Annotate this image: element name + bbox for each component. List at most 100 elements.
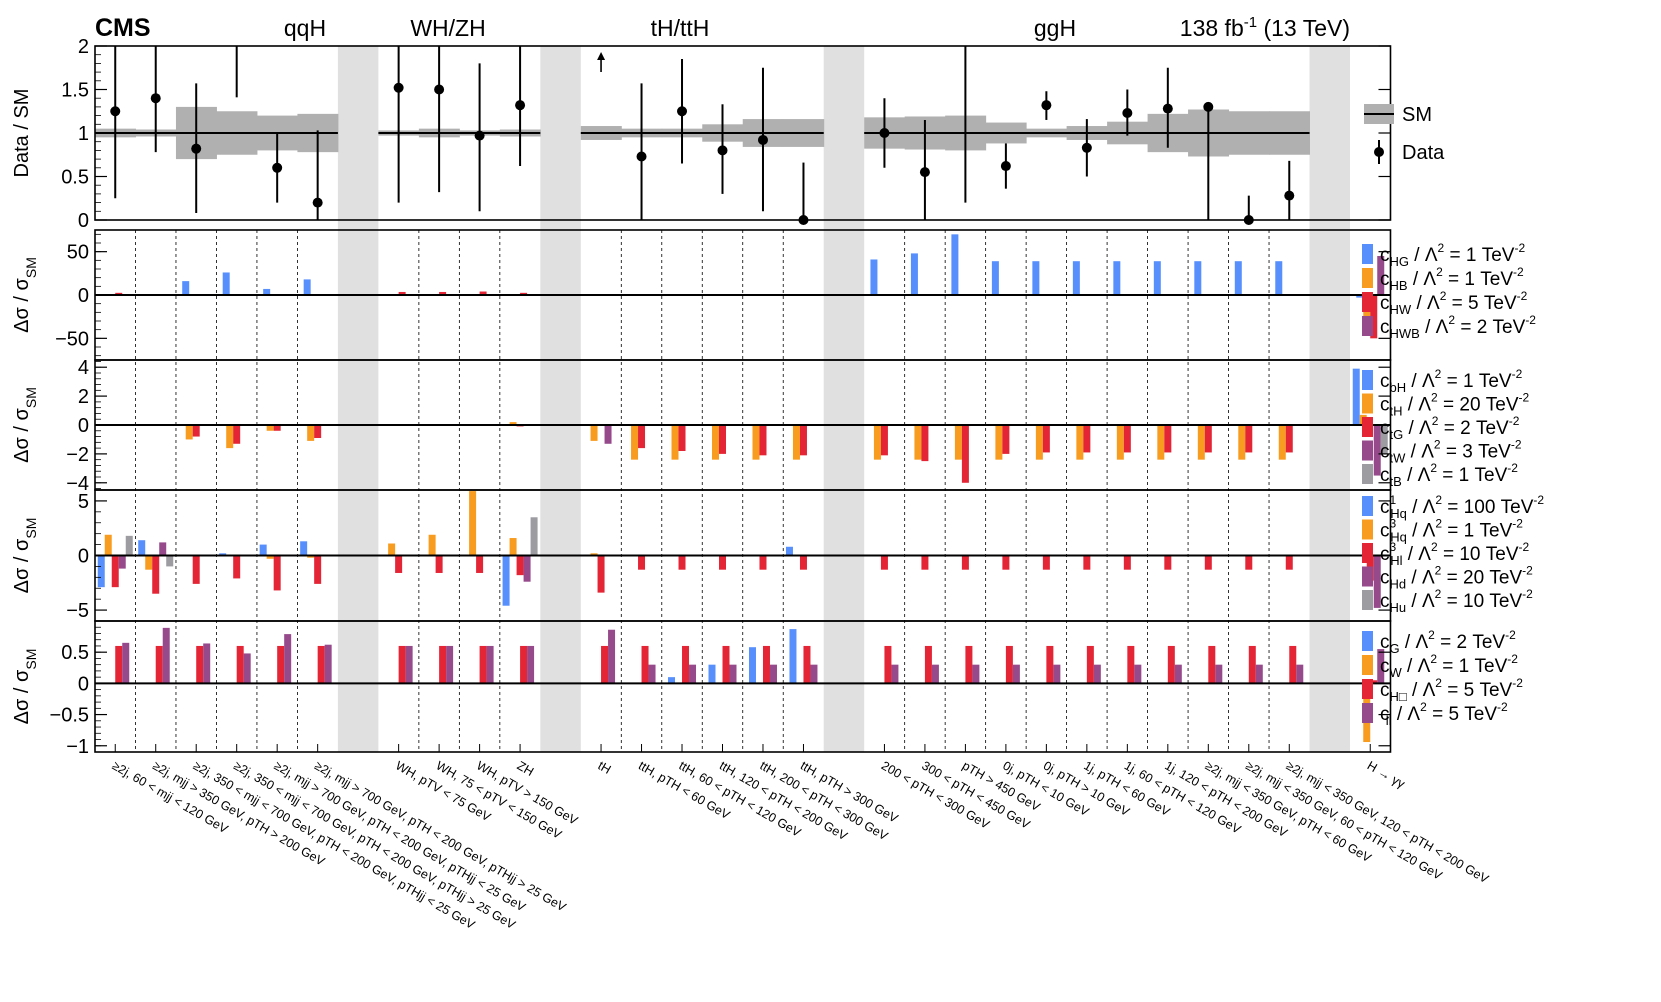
bar-p2-s2-bin-25 <box>1245 425 1253 453</box>
bar-p4-s2-bin-19 <box>1005 645 1013 684</box>
data-point-bin-20 <box>1041 100 1052 111</box>
bar-p4-s2-bin-13 <box>722 645 730 684</box>
legend-swatch-p2-s1 <box>1362 393 1373 414</box>
bar-p4-s2-bin-10 <box>601 645 609 684</box>
bar-p4-s0-bin-14 <box>748 647 756 684</box>
bar-p1-s0-bin-4 <box>263 288 271 295</box>
data-point-bin-9 <box>515 100 526 111</box>
ytick-label-p2-3: 2 <box>78 386 89 408</box>
bar-p4-s3-bin-8 <box>486 645 494 684</box>
bar-p2-s1-bin-2 <box>185 425 193 440</box>
legend-marker-data <box>1374 147 1384 157</box>
bar-p3-s2-bin-21 <box>1083 555 1091 570</box>
gap-column-2 <box>823 46 865 752</box>
bar-p3-s1-bin-10 <box>590 553 598 556</box>
bar-p4-s2-bin-27 <box>1370 680 1378 684</box>
ylabel-panel-1: Δσ / σSM <box>11 257 39 333</box>
legend-swatch-p2-s3 <box>1362 440 1373 461</box>
bar-p4-s2-bin-23 <box>1167 645 1175 684</box>
bar-p2-s2-bin-4 <box>273 425 281 431</box>
bar-p4-s2-bin-0 <box>115 645 123 684</box>
ytick-label-p0-2: 1 <box>78 123 89 145</box>
bar-p1-s0-bin-16 <box>870 259 878 295</box>
ylabel-panel-0: Data / SM <box>11 89 33 178</box>
bar-p4-s2-bin-1 <box>155 645 163 684</box>
bar-p2-s2-bin-26 <box>1285 425 1293 453</box>
bar-p4-s3-bin-23 <box>1174 664 1182 684</box>
legend-label-p4-s3: c' ll / Λ2 = 5 TeV-2 <box>1380 700 1508 728</box>
bar-p2-s2-bin-16 <box>880 425 888 456</box>
legend-swatch-p2-s4 <box>1362 464 1373 484</box>
bar-p4-s2-bin-4 <box>277 645 285 684</box>
bar-p3-s3-bin-0 <box>118 555 126 569</box>
bar-p1-s0-bin-19 <box>991 261 999 295</box>
bar-p1-s0-bin-18 <box>951 234 959 295</box>
bar-p4-s2-bin-24 <box>1208 645 1216 684</box>
bar-p3-s2-bin-2 <box>192 555 200 584</box>
bar-p3-s2-bin-17 <box>921 555 929 570</box>
bar-p2-s2-bin-18 <box>961 425 969 483</box>
legend-swatch-p3-s1 <box>1362 519 1373 540</box>
bar-p4-s3-bin-5 <box>324 644 332 684</box>
bar-p4-s3-bin-20 <box>1053 664 1061 684</box>
bar-p2-s1-bin-10 <box>590 425 598 441</box>
bar-p2-s2-bin-21 <box>1083 425 1091 453</box>
bar-p4-s2-bin-12 <box>682 645 690 684</box>
data-point-bin-4 <box>272 162 283 173</box>
ytick-label-p1-1: 0 <box>78 285 89 307</box>
bar-p1-s0-bin-27 <box>1356 295 1364 298</box>
legend-swatch-p1-s3 <box>1362 316 1373 336</box>
legend-label-p2-s3: ctW / Λ2 = 3 TeV-2 <box>1380 438 1522 466</box>
lumi-label: 138 fb-1 (13 TeV) <box>1180 14 1350 41</box>
bar-p2-s1-bin-13 <box>712 425 719 460</box>
bar-p2-s2-bin-5 <box>314 425 322 438</box>
bar-p2-s1-bin-17 <box>914 425 922 460</box>
bar-p4-s2-bin-18 <box>965 645 973 684</box>
data-point-bin-0 <box>110 106 121 117</box>
upward-arrow-head <box>597 52 606 60</box>
ytick-label-p4-2: 0 <box>78 673 89 695</box>
xtick-label-bin-9: ZH <box>515 758 536 778</box>
bar-p1-s0-bin-21 <box>1072 261 1080 295</box>
bar-p3-s2-bin-4 <box>273 555 281 591</box>
bar-p2-s1-bin-12 <box>671 425 679 460</box>
legend-label-p2-s2: ctG / Λ2 = 2 TeV-2 <box>1380 414 1520 442</box>
bar-p2-s2-bin-20 <box>1042 425 1050 453</box>
ytick-label-p0-3: 1.5 <box>61 80 89 102</box>
bar-p4-s2-bin-20 <box>1046 645 1054 684</box>
bar-p1-s2-bin-0 <box>115 292 123 295</box>
bar-p1-s0-bin-3 <box>222 272 230 295</box>
bar-p3-s0-bin-1 <box>138 540 146 556</box>
bar-p3-s3-bin-1 <box>159 542 167 556</box>
legend-label-p2-s0: cbH / Λ2 = 1 TeV-2 <box>1380 367 1523 395</box>
bar-p2-s2-bin-2 <box>192 425 200 437</box>
bar-p3-s2-bin-12 <box>678 555 686 570</box>
bar-p2-s4-bin-27 <box>1380 425 1388 454</box>
ylabel-panel-4: Δσ / σSM <box>11 649 39 725</box>
bar-p2-s2-bin-3 <box>233 425 241 444</box>
bar-p3-s1-bin-4 <box>266 555 274 559</box>
xtick-label-bin-10: tH <box>596 758 614 776</box>
legend-label-p2-s4: ctB / Λ2 = 1 TeV-2 <box>1380 461 1518 489</box>
bar-p4-s3-bin-1 <box>162 627 170 684</box>
bar-p1-s0-bin-24 <box>1194 261 1202 295</box>
bar-p2-s1-bin-26 <box>1278 425 1286 460</box>
bar-p3-s2-bin-13 <box>719 555 726 570</box>
legend-label-p4-s2: cH□ / Λ2 = 5 TeV-2 <box>1380 676 1523 704</box>
data-point-bin-12 <box>677 106 688 117</box>
bar-p2-s1-bin-20 <box>1035 425 1043 460</box>
bar-p4-s3-bin-19 <box>1012 664 1020 684</box>
legend-label-p3-s4: cHu / Λ2 = 10 TeV-2 <box>1380 587 1533 615</box>
data-point-bin-26 <box>1284 190 1295 201</box>
bar-p4-s3-bin-6 <box>405 645 413 684</box>
ytick-label-p0-1: 0.5 <box>61 167 89 189</box>
data-point-bin-16 <box>879 128 890 138</box>
data-point-bin-24 <box>1203 101 1214 112</box>
bar-p3-s2-bin-11 <box>638 555 646 570</box>
legend-label-p3-s0: c1 Hq / Λ2 = 100 TeV-2 <box>1380 493 1544 521</box>
bar-p4-s0-bin-15 <box>789 629 797 684</box>
bar-p3-s1-bin-8 <box>469 491 477 556</box>
bar-p3-s0-bin-4 <box>259 544 267 556</box>
bar-p4-s3-bin-0 <box>122 642 130 684</box>
bar-p4-s2-bin-2 <box>196 645 204 684</box>
